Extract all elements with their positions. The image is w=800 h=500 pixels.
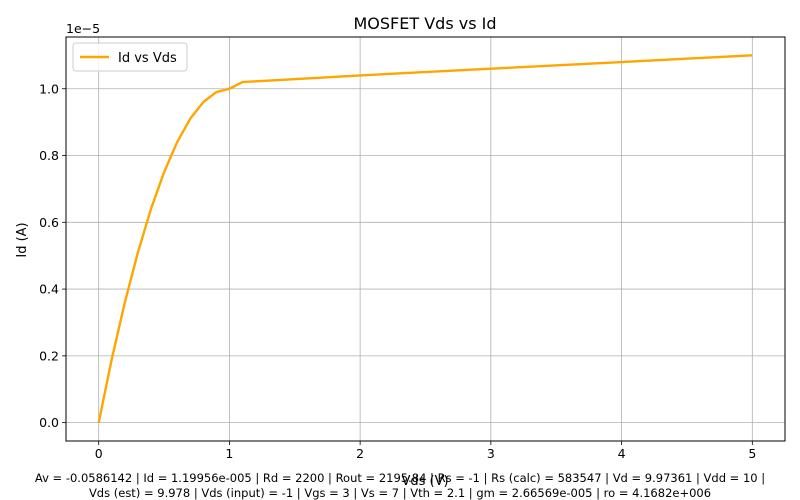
legend-box (72, 42, 188, 72)
x-tick-label: 1 (225, 446, 233, 461)
legend-label-id-vs-vds: Id vs Vds (118, 51, 177, 66)
plot-area-frame (65, 36, 786, 442)
series-layer (97, 54, 753, 423)
parameters-line-1: Av = -0.0586142 | Id = 1.19956e-005 | Rd… (34, 471, 766, 485)
x-tick-label: 5 (748, 446, 756, 461)
y-tick-label: 0.2 (39, 348, 59, 363)
x-tick-label: 3 (487, 446, 495, 461)
y-tick-label: 0.8 (39, 148, 59, 163)
y-axis-label: Id (A) (15, 222, 30, 257)
y-tick-label: 0.0 (39, 415, 59, 430)
y-tick-label: 1.0 (39, 81, 59, 96)
series-line-id-vs-vds (97, 54, 753, 423)
axis-ticks: 0 1 2 3 4 5 0.0 0.2 0.4 0.6 0.8 1.0 (39, 81, 756, 461)
chart-title: MOSFET Vds vs Id (353, 14, 496, 33)
y-tick-label: 0.4 (39, 282, 59, 297)
x-axis-label: Vds (V) (401, 474, 448, 489)
legend: Id vs Vds (72, 42, 188, 72)
parameters-line-2: Vds (est) = 9.978 | Vds (input) = -1 | V… (88, 486, 712, 500)
y-tick-label: 0.6 (39, 215, 59, 230)
x-tick-label: 0 (95, 446, 103, 461)
grid (66, 37, 785, 441)
x-tick-label: 2 (356, 446, 364, 461)
y-axis-offset-label: 1e−5 (66, 21, 100, 36)
x-tick-label: 4 (618, 446, 626, 461)
